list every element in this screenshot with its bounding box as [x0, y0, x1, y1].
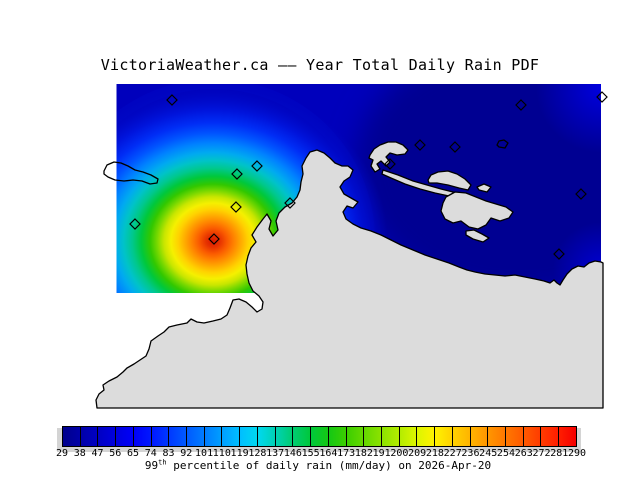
- colorbar-segment: [133, 427, 152, 446]
- colorbar-segment: [240, 427, 258, 446]
- colorbar-segment: [257, 427, 276, 446]
- colorbar-tick: 119: [230, 448, 249, 459]
- colorbar-tick: 182: [354, 448, 373, 459]
- mainland-coast: [95, 149, 604, 409]
- colorbar-segment: [311, 427, 329, 446]
- island: [368, 141, 409, 173]
- colorbar-segment: [293, 427, 312, 446]
- colorbar-segment: [222, 427, 241, 446]
- station-markers: [129, 91, 608, 260]
- station-diamond-icon: [129, 218, 141, 230]
- islet: [465, 229, 490, 243]
- colorbar-tick: 200: [390, 448, 409, 459]
- colorbar-tick: 254: [496, 448, 515, 459]
- colorbar-segment: [275, 427, 294, 446]
- island: [440, 191, 514, 230]
- colorbar-tick: 128: [248, 448, 267, 459]
- colorbar-segment: [364, 427, 382, 446]
- colorbar-segment: [452, 427, 471, 446]
- colorbar-segment: [559, 427, 576, 446]
- colorbar-tick: 272: [532, 448, 551, 459]
- colorbar-tick-labels: 29 38 47 56 65 74 83 92 101 110 119 128 137 146 155 164…: [0, 448, 640, 460]
- colorbar-segment: [169, 427, 188, 446]
- colorbar-caption: 99th percentile of daily rain (mm/day) o…: [145, 459, 491, 472]
- colorbar-segment: [417, 427, 436, 446]
- colorbar-tick: 263: [514, 448, 533, 459]
- station-diamond-icon: [231, 168, 243, 180]
- colorbar-segment: [63, 427, 81, 446]
- west-island-outline: [103, 161, 159, 185]
- colorbar-segment: [541, 427, 560, 446]
- colorbar: [62, 426, 577, 447]
- colorbar-tick: 47: [91, 448, 104, 459]
- colorbar-segment: [80, 427, 99, 446]
- caption-text: percentile of daily rain (mm/day) on 202…: [166, 459, 492, 472]
- islet: [476, 183, 492, 193]
- land-masses: [95, 141, 604, 409]
- colorbar-tick: 281: [550, 448, 569, 459]
- caption-superscript: th: [158, 458, 167, 467]
- colorbar-tick: 164: [319, 448, 338, 459]
- colorbar-tick: 137: [266, 448, 285, 459]
- colorbar-tick: 236: [461, 448, 480, 459]
- coastline-outlines: [103, 139, 509, 185]
- colorbar-tick: 56: [109, 448, 122, 459]
- colorbar-tick: 92: [180, 448, 193, 459]
- colorbar-segment: [151, 427, 170, 446]
- colorbar-segment: [399, 427, 418, 446]
- colorbar-tick: 74: [144, 448, 157, 459]
- page-title: VictoriaWeather.ca —— Year Total Daily R…: [100, 56, 540, 74]
- station-diamond-icon: [449, 141, 461, 153]
- colorbar-segment: [470, 427, 489, 446]
- colorbar-tick: 38: [73, 448, 86, 459]
- colorbar-segment: [488, 427, 506, 446]
- station-diamond-icon: [553, 248, 565, 260]
- colorbar-tick: 83: [162, 448, 175, 459]
- station-diamond-icon: [515, 99, 527, 111]
- station-diamond-icon: [251, 160, 263, 172]
- caption-number: 99: [144, 459, 159, 472]
- colorbar-tick: 65: [127, 448, 140, 459]
- colorbar-segment: [435, 427, 453, 446]
- colorbar-tick: 209: [408, 448, 427, 459]
- colorbar-tick: 245: [479, 448, 498, 459]
- station-diamond-icon: [208, 233, 220, 245]
- colorbar-segment: [116, 427, 134, 446]
- island: [427, 170, 472, 191]
- station-diamond-icon: [596, 91, 608, 103]
- colorbar-tick: 110: [212, 448, 231, 459]
- colorbar-tick: 218: [425, 448, 444, 459]
- station-diamond-icon: [166, 94, 178, 106]
- colorbar-segment: [381, 427, 400, 446]
- colorbar-segment: [328, 427, 347, 446]
- colorbar-tick: 227: [443, 448, 462, 459]
- station-diamond-icon: [384, 158, 396, 170]
- colorbar-segment: [346, 427, 365, 446]
- colorbar-segment: [204, 427, 223, 446]
- station-diamond-icon: [284, 197, 296, 209]
- islet-outline: [496, 139, 509, 149]
- colorbar-tick: 191: [372, 448, 391, 459]
- colorbar-segment: [187, 427, 205, 446]
- colorbar-segment: [505, 427, 524, 446]
- station-diamond-icon: [414, 139, 426, 151]
- colorbar-tick: 101: [195, 448, 214, 459]
- colorbar-tick: 290: [567, 448, 587, 459]
- colorbar-segment: [98, 427, 117, 446]
- colorbar-tick: 146: [283, 448, 302, 459]
- station-diamond-icon: [230, 201, 242, 213]
- colorbar-tick: 29: [55, 448, 69, 459]
- colorbar-segment: [523, 427, 542, 446]
- colorbar-tick: 155: [301, 448, 320, 459]
- colorbar-tick: 173: [337, 448, 356, 459]
- station-diamond-icon: [575, 188, 587, 200]
